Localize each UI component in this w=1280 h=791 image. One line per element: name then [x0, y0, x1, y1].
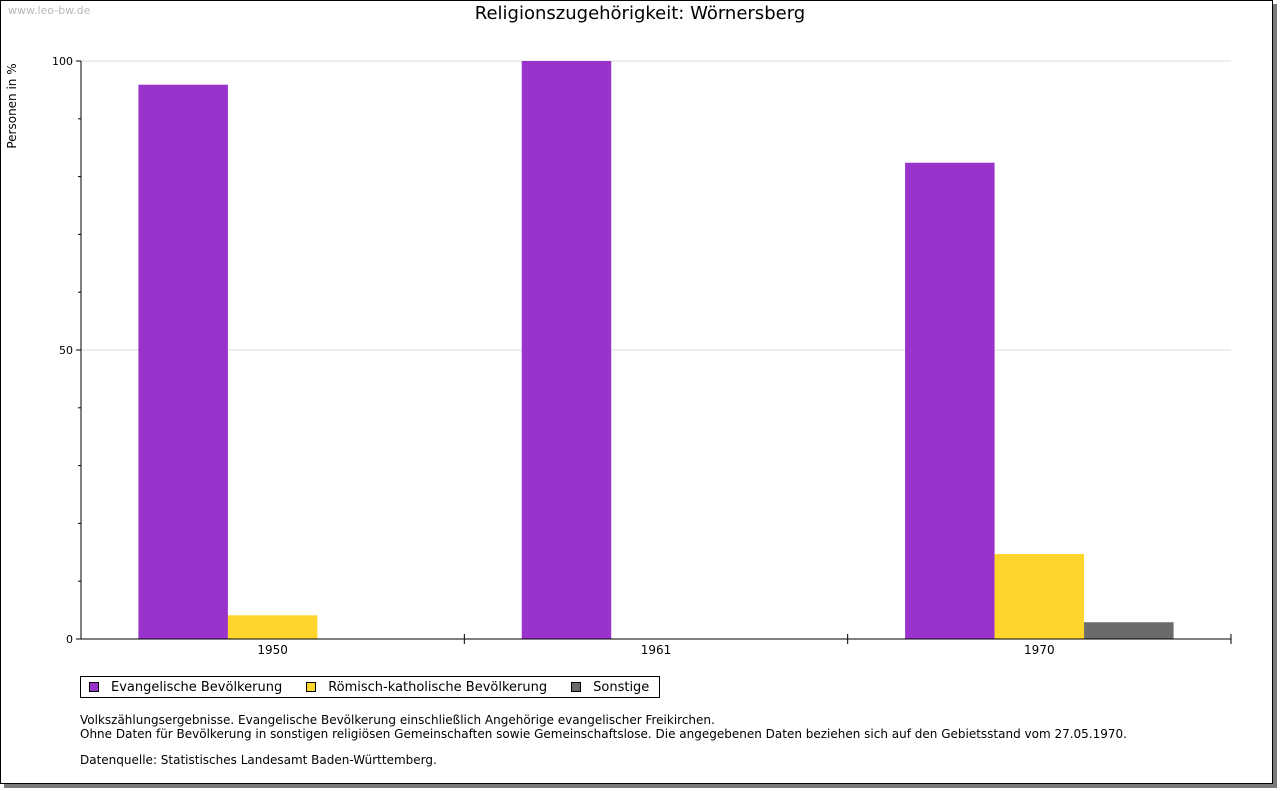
y-tick-label-0: 0 — [66, 633, 73, 646]
chart-notes: Volkszählungsergebnisse. Evangelische Be… — [80, 713, 1127, 767]
x-tick-label-1950: 1950 — [257, 643, 288, 657]
note-line-2: Ohne Daten für Bevölkerung in sonstigen … — [80, 727, 1127, 741]
y-tick-label-100: 100 — [52, 55, 73, 68]
legend-swatch-2 — [571, 682, 582, 692]
legend-item-1: Römisch-katholische Bevölkerung — [306, 680, 547, 695]
watermark: www.leo-bw.de — [8, 4, 91, 17]
chart-title: Religionszugehörigkeit: Wörnersberg — [474, 3, 806, 24]
legend-label-0: Evangelische Bevölkerung — [111, 679, 283, 695]
legend-label-1: Römisch-katholische Bevölkerung — [328, 679, 548, 695]
legend-item-2: Sonstige — [571, 680, 649, 695]
bar-1970-2 — [1084, 622, 1174, 639]
data-source: Datenquelle: Statistisches Landesamt Bad… — [80, 753, 437, 767]
legend-item-0: Evangelische Bevölkerung — [89, 680, 282, 695]
bar-1970-0 — [905, 162, 995, 639]
bar-1950-1 — [227, 615, 318, 639]
note-line-1: Volkszählungsergebnisse. Evangelische Be… — [80, 713, 715, 727]
bar-1961-0 — [521, 61, 612, 639]
bar-1970-1 — [994, 554, 1085, 639]
chart-legend: Evangelische Bevölkerung Römisch-katholis… — [80, 676, 661, 698]
x-tick-label-1970: 1970 — [1024, 643, 1055, 657]
bar-1950-0 — [138, 84, 228, 639]
legend-swatch-0 — [89, 682, 99, 692]
y-tick-label-50: 50 — [59, 344, 73, 357]
x-tick-label-1961: 1961 — [641, 643, 672, 657]
legend-swatch-1 — [306, 682, 317, 692]
legend-label-2: Sonstige — [593, 679, 650, 695]
